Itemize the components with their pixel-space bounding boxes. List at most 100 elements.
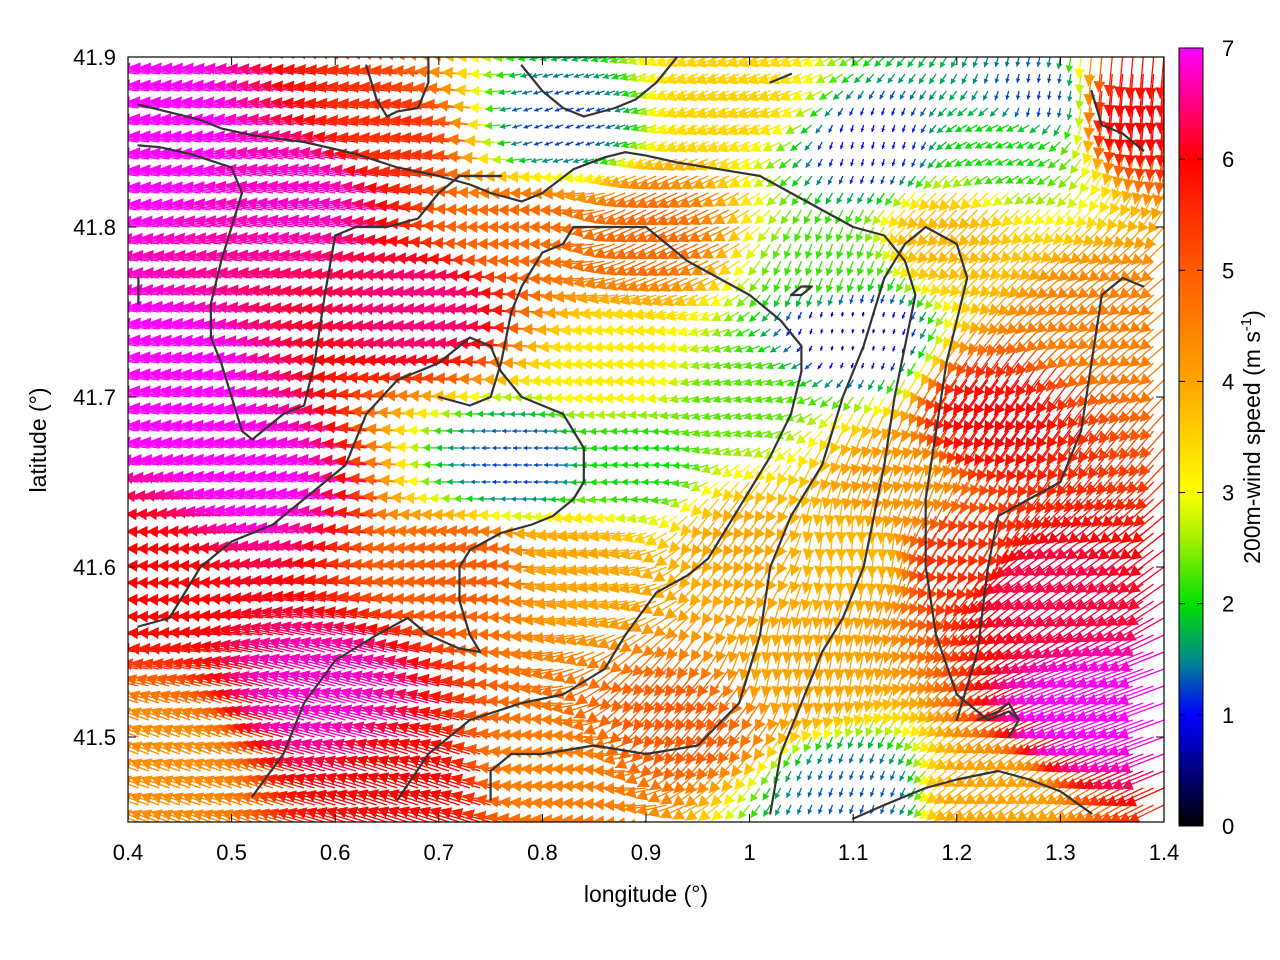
wind-arrow-head xyxy=(1002,581,1016,594)
wind-arrow-shaft xyxy=(1090,821,1092,822)
wind-arrow-head xyxy=(1013,564,1026,577)
wind-arrow-head xyxy=(801,730,813,743)
wind-arrow-shaft xyxy=(821,821,823,822)
wind-arrow-head xyxy=(99,776,111,787)
wind-arrow-head xyxy=(292,557,304,570)
wind-arrow-head xyxy=(171,775,184,787)
wind-arrow-head xyxy=(1054,676,1068,689)
wind-arrow-head xyxy=(771,685,784,698)
wind-arrow-head xyxy=(1067,761,1081,773)
wind-arrow-head xyxy=(837,742,843,749)
wind-arrow-head xyxy=(98,643,110,655)
wind-arrow-head xyxy=(1002,598,1016,611)
wind-arrow-head xyxy=(1003,565,1016,577)
wind-arrow-head xyxy=(475,575,488,588)
wind-arrow-shaft xyxy=(945,821,947,822)
wind-arrow-head xyxy=(842,616,855,630)
wind-arrow-head xyxy=(199,640,212,653)
wind-arrow-head xyxy=(909,682,921,695)
wind-arrow-head xyxy=(611,681,623,694)
wind-arrow-head xyxy=(178,593,190,606)
wind-arrow-head xyxy=(576,598,588,611)
wind-arrow-head xyxy=(853,651,866,664)
wind-arrow-head xyxy=(432,643,444,656)
wind-arrow-head xyxy=(906,758,914,767)
wind-arrow-head xyxy=(140,741,153,753)
wind-arrow-head xyxy=(288,704,301,716)
wind-arrow-head xyxy=(993,648,1006,661)
wind-arrow-head xyxy=(115,674,127,686)
wind-arrow-head xyxy=(706,701,718,714)
wind-arrow-head xyxy=(823,702,835,714)
wind-arrow-head xyxy=(583,723,597,735)
wind-arrow-head xyxy=(1033,693,1047,706)
wind-arrow-head xyxy=(397,755,410,767)
wind-arrow-head xyxy=(372,654,385,667)
wind-arrow-head xyxy=(757,761,768,773)
wind-arrow-head xyxy=(464,661,476,674)
wind-arrow-head xyxy=(561,814,573,822)
wind-arrow-head xyxy=(917,681,929,695)
wind-arrow-head xyxy=(387,738,400,750)
wind-arrow-head xyxy=(1075,710,1088,723)
wind-arrow-head xyxy=(408,755,421,767)
wind-arrow-head xyxy=(345,789,359,801)
wind-arrow-head xyxy=(168,626,180,639)
wind-arrow-head xyxy=(663,767,676,780)
wind-arrow-head xyxy=(259,621,272,634)
wind-arrow-head xyxy=(107,691,119,703)
wind-arrow-head xyxy=(247,687,260,700)
wind-arrow-head xyxy=(843,651,856,664)
wind-arrow-head xyxy=(1117,581,1131,594)
wind-arrow-head xyxy=(211,809,224,821)
wind-arrow-shaft xyxy=(128,702,129,703)
wind-arrow-head xyxy=(476,610,488,623)
wind-arrow-head xyxy=(380,608,392,621)
wind-arrow-head xyxy=(690,630,702,643)
wind-arrow-head xyxy=(1004,759,1018,771)
wind-arrow-head xyxy=(129,724,143,736)
wind-arrow-head xyxy=(778,732,789,745)
wind-arrow-head xyxy=(783,759,791,768)
wind-arrow-head xyxy=(1079,794,1092,806)
wind-arrow-head xyxy=(104,674,116,686)
wind-arrow-head xyxy=(136,525,148,538)
wind-arrow-head xyxy=(95,543,106,555)
wind-arrow-head xyxy=(486,663,498,676)
wind-arrow-head xyxy=(835,565,848,578)
wind-arrow-shaft xyxy=(852,821,854,822)
wind-arrow-head xyxy=(1086,581,1099,594)
wind-arrow-head xyxy=(423,610,436,622)
wind-arrow-head xyxy=(409,641,421,654)
wind-arrow-head xyxy=(791,616,803,629)
wind-arrow-head xyxy=(1026,810,1039,822)
wind-arrow-head xyxy=(326,541,338,553)
wind-arrow-head xyxy=(1124,630,1137,641)
wind-arrow-head xyxy=(534,580,547,593)
wind-arrow-head xyxy=(587,530,600,542)
wind-arrow-head xyxy=(440,691,453,704)
wind-arrow-head xyxy=(155,673,168,686)
wind-arrow-head xyxy=(105,508,116,520)
wind-arrow-head xyxy=(354,622,367,635)
wind-arrow-head xyxy=(487,646,499,659)
wind-arrow-shaft xyxy=(759,821,760,822)
wind-arrow-head xyxy=(674,767,687,780)
wind-arrow-shaft xyxy=(128,732,139,738)
wind-arrow-head xyxy=(420,642,433,655)
wind-arrow-head xyxy=(609,731,622,744)
wind-arrow-head xyxy=(425,525,437,538)
wind-arrow-head xyxy=(308,670,321,682)
wind-arrow-head xyxy=(487,611,499,624)
wind-arrow-head xyxy=(676,666,689,679)
wind-arrow-head xyxy=(760,634,773,647)
wind-arrow-head xyxy=(109,708,121,720)
wind-arrow-head xyxy=(576,564,589,576)
wind-arrow-head xyxy=(91,472,103,484)
wind-arrow-head xyxy=(531,649,544,662)
wind-arrow-head xyxy=(917,650,929,664)
wind-arrow-head xyxy=(319,687,332,699)
wind-arrow-head xyxy=(669,540,681,553)
wind-arrow-head xyxy=(475,678,487,691)
wind-arrow-head xyxy=(807,826,812,831)
